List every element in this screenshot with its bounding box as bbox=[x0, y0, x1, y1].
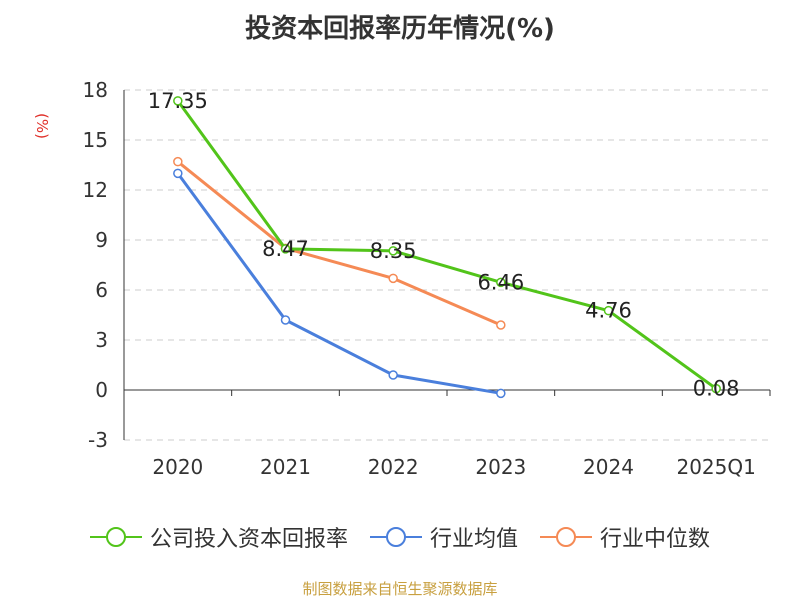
legend-item[interactable]: 行业中位数 bbox=[540, 521, 710, 553]
legend-label: 行业均值 bbox=[429, 527, 518, 552]
series-line bbox=[176, 172, 502, 395]
legend-label: 行业中位数 bbox=[600, 527, 711, 552]
source-note: 制图数据来自恒生聚源数据库 bbox=[302, 580, 498, 598]
y-tick-label: 0 bbox=[95, 378, 108, 402]
legend-label: 公司投入资本回报率 bbox=[149, 527, 348, 552]
y-tick-label: 3 bbox=[95, 328, 108, 352]
legend: 公司投入资本回报率 行业均值 行业中位数 bbox=[0, 520, 800, 554]
legend-line-marker-icon bbox=[369, 527, 422, 547]
data-label: 8.47 bbox=[262, 237, 309, 261]
data-point bbox=[496, 320, 506, 330]
x-tick-label: 2025Q1 bbox=[676, 455, 755, 479]
data-point bbox=[280, 244, 291, 254]
legend-line-marker-icon bbox=[89, 527, 142, 547]
data-label: 0.08 bbox=[693, 377, 740, 401]
legend-item[interactable]: 公司投入资本回报率 bbox=[89, 521, 348, 553]
data-point bbox=[711, 383, 721, 394]
data-label: 6.46 bbox=[477, 270, 524, 294]
series-line bbox=[176, 99, 718, 390]
y-tick-label: -3 bbox=[88, 428, 108, 452]
data-point bbox=[496, 277, 506, 288]
data-point bbox=[388, 246, 398, 256]
chart-title: 投资本回报率历年情况(%) bbox=[245, 14, 555, 44]
series-line bbox=[176, 160, 502, 327]
x-tick-label: 2022 bbox=[368, 455, 419, 479]
data-point bbox=[388, 273, 398, 284]
data-point bbox=[496, 388, 506, 399]
y-tick-label: 6 bbox=[95, 278, 108, 302]
data-label: 4.76 bbox=[585, 299, 632, 323]
data-label: 8.35 bbox=[370, 239, 417, 263]
x-tick-label: 2020 bbox=[152, 455, 203, 479]
y-tick-label: 12 bbox=[83, 178, 108, 202]
x-tick-label: 2021 bbox=[260, 455, 311, 479]
y-tick-label: 15 bbox=[83, 128, 108, 152]
data-point bbox=[280, 315, 291, 325]
data-label: 17.35 bbox=[148, 89, 208, 113]
x-tick-label: 2024 bbox=[583, 455, 634, 479]
data-point bbox=[173, 168, 183, 179]
data-point bbox=[388, 370, 398, 380]
data-point bbox=[173, 96, 183, 106]
x-tick-label: 2023 bbox=[475, 455, 526, 479]
data-point bbox=[603, 305, 614, 316]
y-tick-label: 18 bbox=[83, 78, 108, 102]
data-point bbox=[173, 156, 183, 167]
y-tick-label: 9 bbox=[95, 228, 108, 252]
legend-line-marker-icon bbox=[540, 527, 592, 547]
legend-item[interactable]: 行业均值 bbox=[369, 521, 518, 553]
